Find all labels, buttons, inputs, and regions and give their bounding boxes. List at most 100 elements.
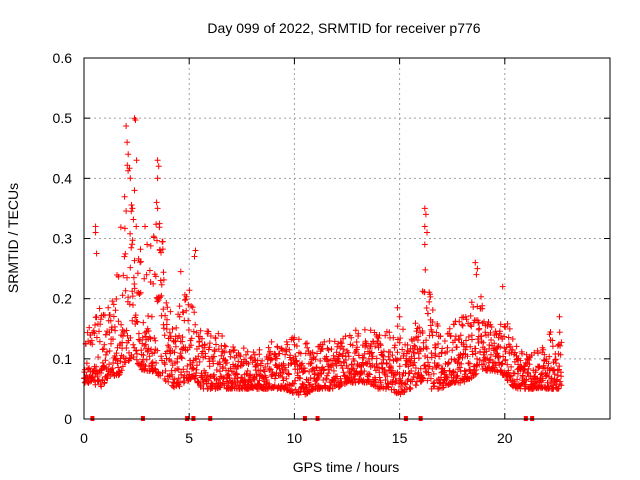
data-point bbox=[406, 384, 413, 391]
data-point bbox=[500, 353, 507, 360]
data-point bbox=[331, 338, 338, 345]
data-point bbox=[317, 357, 324, 364]
data-point bbox=[288, 360, 295, 367]
data-point bbox=[427, 293, 434, 300]
data-point bbox=[423, 337, 430, 344]
data-point bbox=[495, 354, 501, 361]
data-point bbox=[92, 381, 99, 388]
data-point bbox=[557, 351, 564, 358]
data-point bbox=[160, 269, 167, 276]
data-point bbox=[382, 332, 389, 339]
data-point bbox=[428, 354, 435, 361]
data-point bbox=[420, 375, 427, 382]
data-point bbox=[171, 349, 178, 356]
data-point bbox=[353, 339, 360, 345]
data-point bbox=[268, 338, 275, 345]
data-point bbox=[474, 265, 481, 272]
data-point bbox=[339, 365, 346, 372]
data-point bbox=[441, 338, 448, 344]
data-point bbox=[472, 259, 479, 266]
data-point bbox=[253, 371, 260, 378]
data-point bbox=[498, 333, 504, 339]
data-point bbox=[457, 368, 464, 375]
data-point bbox=[372, 367, 379, 374]
data-point bbox=[412, 365, 419, 371]
data-point bbox=[262, 364, 269, 370]
data-point bbox=[115, 318, 122, 325]
data-point bbox=[92, 322, 98, 328]
data-point bbox=[361, 368, 368, 375]
data-point bbox=[478, 293, 484, 300]
data-point bbox=[168, 371, 175, 378]
data-point bbox=[135, 330, 142, 337]
data-point bbox=[519, 373, 526, 380]
data-point bbox=[157, 294, 163, 301]
data-point bbox=[435, 362, 442, 369]
data-point bbox=[488, 337, 495, 343]
data-point bbox=[185, 327, 192, 333]
data-point bbox=[143, 356, 150, 363]
data-point bbox=[176, 303, 183, 310]
data-point bbox=[334, 373, 341, 380]
data-point bbox=[127, 264, 134, 271]
data-point bbox=[150, 280, 157, 287]
data-point bbox=[415, 333, 422, 340]
data-point bbox=[158, 353, 165, 360]
data-point bbox=[464, 353, 471, 360]
data-point bbox=[89, 341, 96, 348]
data-point bbox=[160, 306, 167, 313]
data-point bbox=[118, 367, 125, 374]
data-point bbox=[182, 297, 188, 304]
y-tick-label: 0.2 bbox=[53, 291, 73, 307]
data-point bbox=[422, 362, 428, 368]
data-point bbox=[247, 355, 254, 362]
data-point bbox=[134, 319, 141, 325]
data-point bbox=[324, 372, 330, 379]
data-point bbox=[220, 363, 226, 370]
data-point bbox=[426, 298, 433, 305]
data-point bbox=[429, 332, 436, 339]
data-point bbox=[519, 350, 526, 357]
data-point bbox=[231, 347, 238, 353]
data-point bbox=[376, 374, 383, 381]
data-point bbox=[201, 342, 208, 349]
data-point bbox=[361, 326, 368, 333]
data-point bbox=[447, 332, 454, 339]
data-point bbox=[121, 193, 128, 200]
data-point bbox=[193, 356, 199, 363]
data-point bbox=[407, 385, 414, 392]
data-point bbox=[126, 301, 133, 308]
data-point bbox=[127, 175, 134, 182]
data-point bbox=[428, 328, 435, 335]
data-point bbox=[415, 369, 422, 376]
data-point bbox=[472, 371, 479, 378]
data-point bbox=[179, 334, 186, 341]
data-point bbox=[92, 229, 99, 236]
data-point bbox=[497, 321, 504, 328]
data-point bbox=[558, 339, 565, 346]
data-point bbox=[244, 348, 251, 355]
data-point bbox=[293, 343, 300, 349]
data-point bbox=[112, 327, 119, 334]
data-point bbox=[469, 336, 475, 343]
data-point bbox=[160, 276, 167, 283]
data-point bbox=[129, 237, 136, 244]
data-point bbox=[508, 363, 515, 370]
data-point bbox=[460, 343, 467, 350]
data-point bbox=[424, 377, 431, 384]
data-point bbox=[129, 205, 136, 212]
data-point bbox=[190, 328, 197, 335]
data-point bbox=[97, 316, 104, 323]
data-point bbox=[251, 351, 258, 358]
data-point bbox=[453, 344, 460, 351]
data-point bbox=[154, 175, 161, 182]
data-point bbox=[423, 305, 430, 311]
data-point bbox=[507, 343, 514, 350]
data-point bbox=[382, 377, 389, 383]
data-point bbox=[412, 320, 419, 327]
data-point bbox=[377, 341, 384, 347]
data-point bbox=[297, 375, 304, 382]
data-point bbox=[459, 321, 465, 328]
data-point bbox=[496, 328, 503, 335]
data-point bbox=[121, 225, 128, 232]
